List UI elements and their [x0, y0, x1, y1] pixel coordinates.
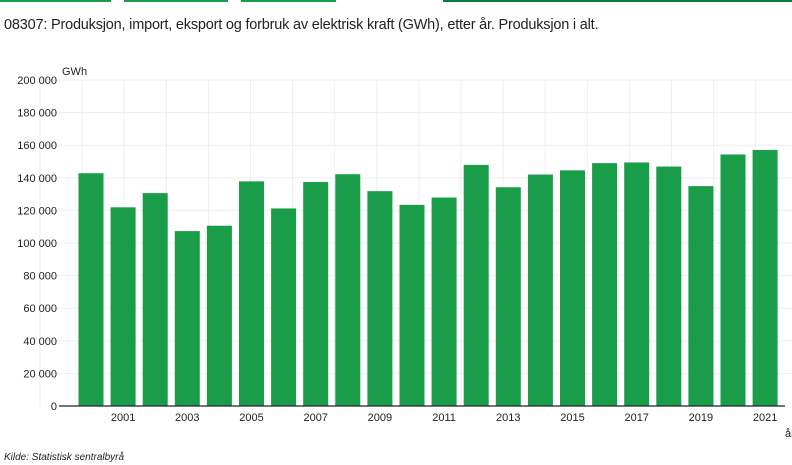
x-tick-label: 2021	[753, 412, 777, 424]
y-tick-label: 40 000	[23, 336, 57, 348]
x-tick-label: 2017	[624, 412, 648, 424]
x-tick-label: 2011	[432, 412, 456, 424]
x-tick-label: 2009	[368, 412, 392, 424]
tab-2[interactable]	[124, 0, 228, 2]
bar-2004	[206, 225, 232, 406]
x-tick-label: 2007	[303, 412, 327, 424]
y-axis-label: GWh	[62, 66, 87, 78]
y-tick-label: 20 000	[23, 368, 57, 380]
bar-2011	[431, 197, 457, 406]
source-note: Kilde: Statistisk sentralbyrå	[4, 452, 125, 463]
bar-2018	[656, 166, 682, 406]
bar-2003	[174, 231, 200, 406]
bar-2021	[752, 149, 778, 406]
bar-2000	[78, 173, 104, 406]
bar-2015	[560, 170, 585, 406]
bar-2006	[271, 208, 297, 406]
bar-2016	[592, 163, 618, 406]
y-tick-label: 0	[51, 401, 57, 413]
y-tick-label: 120 000	[17, 205, 57, 217]
bar-2009	[367, 191, 393, 406]
bar-2002	[142, 193, 168, 406]
tab-1[interactable]	[0, 0, 111, 2]
bar-2001	[110, 207, 136, 406]
bar-2007	[303, 182, 329, 406]
x-tick-label: 2001	[111, 412, 135, 424]
y-tick-label: 100 000	[17, 238, 57, 250]
bar-2020	[720, 154, 746, 406]
y-tick-label: 140 000	[17, 173, 57, 185]
bar-2013	[495, 187, 521, 406]
bar-2010	[399, 204, 425, 406]
tab-4[interactable]	[443, 0, 792, 2]
x-tick-label: 2015	[560, 412, 584, 424]
y-tick-label: 80 000	[23, 271, 57, 283]
x-tick-label: 2003	[175, 412, 199, 424]
bar-2008	[335, 174, 361, 406]
bar-2005	[239, 181, 264, 406]
x-axis-label: år	[785, 428, 792, 440]
x-tick-label: 2005	[239, 412, 263, 424]
bar-2012	[463, 164, 489, 406]
chart-title: 08307: Produksjon, import, eksport og fo…	[4, 17, 599, 33]
y-tick-label: 200 000	[17, 75, 57, 87]
x-tick-label: 2013	[496, 412, 520, 424]
bar-2014	[527, 174, 553, 406]
bar-2019	[688, 186, 714, 406]
bar-2017	[624, 162, 650, 406]
x-tick-label: 2019	[689, 412, 713, 424]
y-tick-label: 160 000	[17, 140, 57, 152]
tab-3[interactable]	[241, 0, 336, 2]
y-tick-label: 180 000	[17, 108, 57, 120]
y-tick-label: 60 000	[23, 303, 57, 315]
